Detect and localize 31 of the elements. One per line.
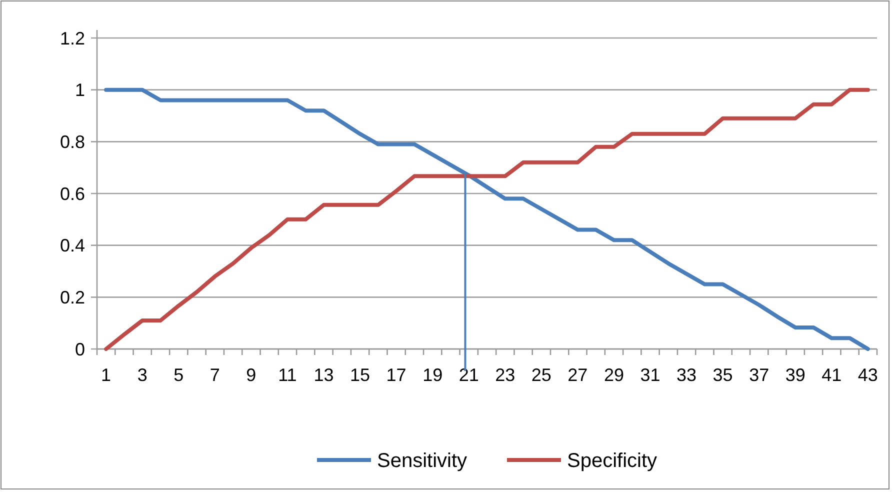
legend-label: Sensitivity [377,450,468,472]
y-tick-label: 0.4 [60,236,85,256]
x-tick-label: 31 [640,365,660,385]
x-tick-label: 11 [278,365,297,385]
x-tick-label: 35 [712,365,733,385]
x-tick-label: 5 [174,365,184,385]
x-tick-label: 39 [785,365,806,385]
x-tick-label: 1 [101,365,112,385]
y-tick-label: 0.2 [60,287,85,308]
legend-label: Specificity [567,450,658,472]
x-tick-label: 29 [604,365,624,385]
x-tick-label: 17 [386,365,406,385]
y-tick-label: 0.6 [60,184,85,204]
x-tick-label: 19 [422,365,443,385]
y-tick-label: 1.2 [60,28,85,48]
x-tick-label: 25 [531,365,552,385]
x-tick-label: 23 [495,365,516,385]
y-tick-label: 0.8 [60,132,85,152]
x-tick-label: 37 [749,365,770,385]
x-tick-label: 27 [568,365,588,385]
x-tick-label: 21 [458,365,479,385]
y-tick-label: 1 [74,80,85,100]
y-tick-label: 0 [74,339,85,360]
x-tick-label: 33 [676,365,697,385]
x-tick-label: 13 [314,365,334,385]
x-tick-label: 43 [858,365,878,385]
x-tick-label: 41 [822,365,842,385]
x-tick-label: 9 [246,365,256,385]
x-tick-label: 7 [210,365,220,385]
x-tick-label: 3 [137,365,148,385]
x-tick-label: 15 [350,365,370,385]
